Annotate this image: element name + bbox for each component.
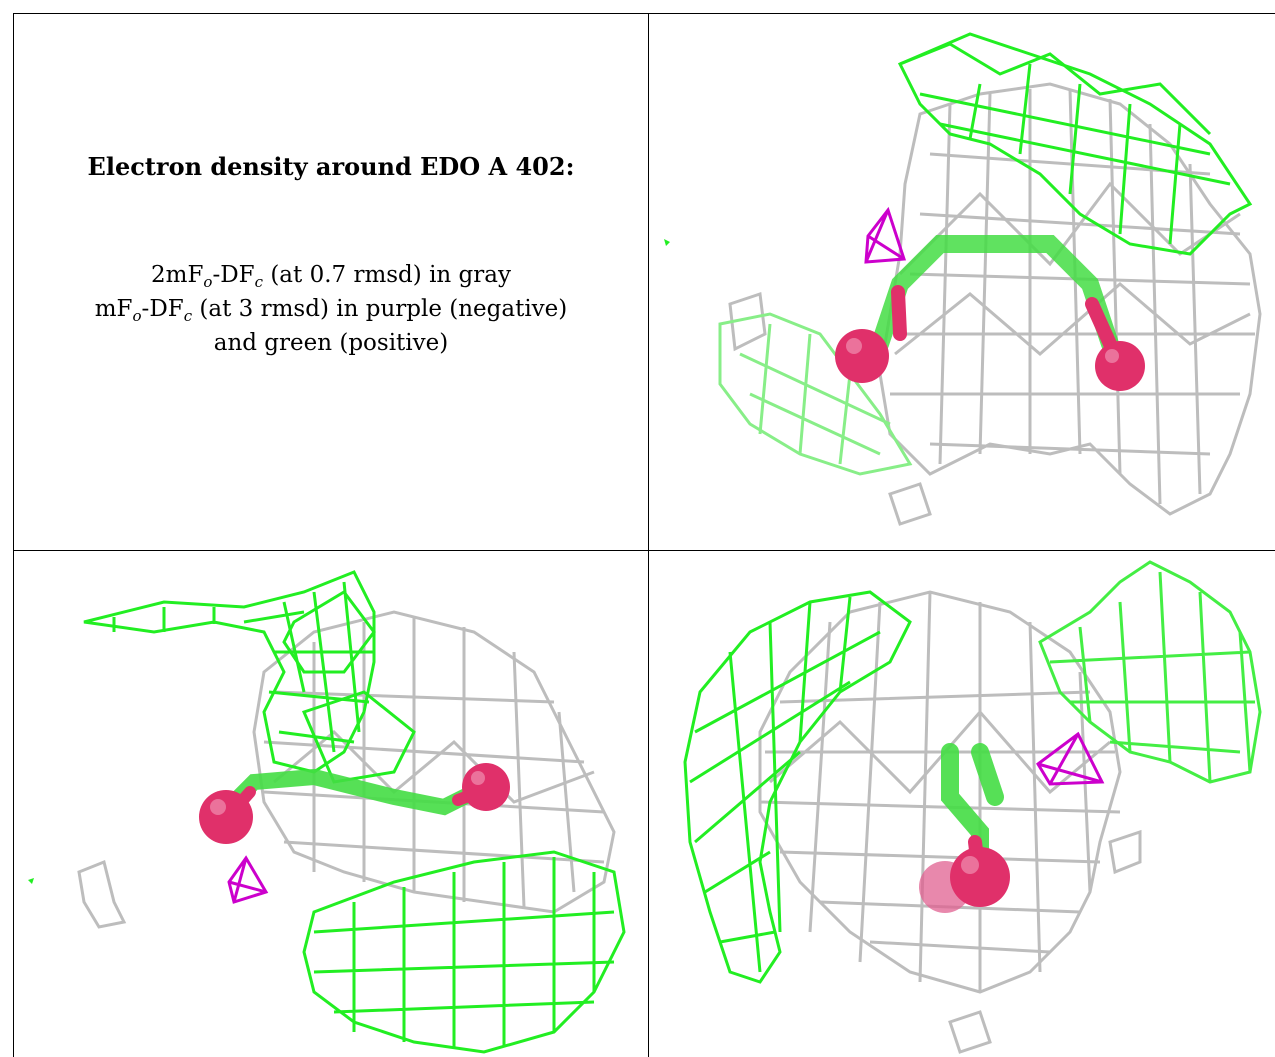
table-divider-vertical	[648, 13, 649, 1057]
view-bottom-left	[14, 552, 648, 1057]
oxygen-atom-2	[462, 763, 510, 811]
caption-cell: Electron density around EDO A 402: 2mFo-…	[14, 14, 648, 550]
green-density-blob-left	[664, 239, 670, 246]
gray-density-mesh	[77, 610, 616, 929]
oxygen-atom-2	[1095, 341, 1145, 391]
caption-description: 2mFo-DFc (at 0.7 rmsd) in gray mFo-DFc (…	[14, 258, 648, 360]
edo-ligand-model	[835, 235, 1145, 391]
edo-ligand-model	[919, 743, 1010, 913]
table-divider-horizontal	[13, 550, 1275, 551]
green-density-mesh-left	[683, 590, 912, 984]
view-bottom-right	[650, 552, 1275, 1057]
edo-ligand-model	[199, 763, 510, 844]
purple-density-mesh	[1036, 731, 1105, 786]
oxygen-atom-1	[835, 329, 889, 383]
purple-density-mesh	[227, 855, 269, 904]
view-top-right	[650, 14, 1275, 550]
oxygen-atom-front	[950, 847, 1010, 907]
purple-density-mesh	[864, 206, 907, 264]
figure-table	[13, 13, 1275, 1057]
green-density-mesh-right	[1038, 560, 1262, 784]
caption-title: Electron density around EDO A 402:	[87, 152, 575, 181]
green-density-mesh-lower	[718, 312, 913, 476]
green-density-mesh-bottom	[302, 850, 626, 1054]
caption-line-colors: and green (positive)	[213, 330, 449, 356]
green-density-mesh-upper	[897, 32, 1253, 256]
oxygen-atom-1	[199, 790, 253, 844]
green-density-mesh-top	[83, 570, 416, 784]
caption-line-fofc: mFo-DFc (at 3 rmsd) in purple (negative)	[94, 296, 568, 325]
caption-line-2fofc: 2mFo-DFc (at 0.7 rmsd) in gray	[151, 262, 511, 291]
green-density-blob-left	[28, 878, 34, 884]
